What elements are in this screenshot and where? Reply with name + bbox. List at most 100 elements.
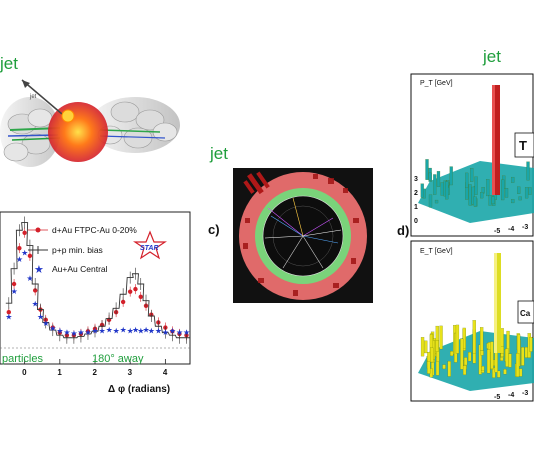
lego-bar — [515, 353, 520, 377]
auau-point: ★ — [143, 325, 150, 334]
x-tick-label: 3 — [128, 368, 133, 377]
top-tag-box — [514, 132, 534, 158]
jet-arrow: jet — [21, 79, 75, 123]
auau-point: ★ — [70, 329, 77, 338]
dau-point — [6, 309, 11, 315]
auau-point: ★ — [26, 274, 33, 283]
lego-bar — [460, 338, 464, 370]
lego-bar — [505, 348, 509, 367]
lego-bar — [462, 365, 467, 375]
panel-c-event-display: jet c) — [205, 140, 375, 305]
panel-label-c: c) — [208, 222, 220, 237]
dau-point — [138, 294, 143, 299]
legend-marker-auau: ★ — [34, 263, 44, 276]
lego-bottom-jet-tower — [494, 253, 501, 353]
star-logo: STAR — [133, 230, 167, 260]
auau-point: ★ — [169, 327, 176, 336]
bottom-xticks: -5 -4 -3 — [494, 390, 528, 401]
star-logo-text: STAR — [140, 245, 159, 252]
lego-bar — [447, 361, 451, 377]
lego-tick-label: 3 — [414, 176, 418, 183]
lego-bar — [435, 340, 439, 352]
jet-towers — [243, 171, 270, 195]
dau-point — [120, 299, 126, 305]
lego-bar — [449, 166, 453, 186]
lego-bar — [472, 320, 476, 354]
x-tick-label: 0 — [22, 368, 27, 377]
lego-bar — [488, 195, 492, 206]
panel-label-d: d) — [397, 223, 410, 238]
annot-away: 180° away — [92, 353, 144, 365]
lego-bar — [481, 366, 485, 371]
auau-point: ★ — [99, 327, 106, 336]
lego-bar — [473, 196, 477, 207]
lego-bar — [440, 182, 444, 196]
lego-bottom-frame: E_T [GeV] Ca -5 -4 -3 — [410, 240, 534, 402]
lego-top-jet-tower — [492, 85, 500, 195]
dau-point — [17, 245, 22, 251]
xtick-layer: 0 1 2 3 4 — [22, 359, 168, 377]
lego-bar — [430, 347, 434, 363]
lego-bar — [445, 181, 449, 200]
lego-bar — [427, 352, 431, 362]
collision-drawing: jet — [0, 79, 180, 167]
lego-tick-label: -3 — [522, 390, 528, 397]
lego-bar — [436, 171, 441, 187]
x-tick-label: 4 — [163, 368, 168, 377]
lego-top-bars — [420, 159, 532, 208]
lego-bar — [529, 336, 533, 352]
lego-tick-label: 0 — [414, 218, 418, 225]
lego-bar — [471, 186, 475, 205]
lego-bar — [424, 340, 428, 354]
dau-point — [11, 281, 17, 287]
lego-tick-label: -5 — [494, 394, 500, 401]
legend-label-pp: p+p min. bias — [52, 245, 103, 255]
lego-bar — [504, 188, 509, 198]
lego-bar — [508, 353, 512, 368]
top-axis-label: P_T [GeV] — [420, 80, 453, 87]
lego-bar — [524, 187, 529, 199]
lego-bar — [486, 349, 491, 374]
legend: d+Au FTPC-Au 0-20% p+p min. bias ★ Au+Au… — [28, 225, 137, 276]
auau-point: ★ — [176, 328, 183, 337]
auau-point: ★ — [32, 300, 39, 309]
top-tag: T — [519, 138, 527, 153]
auau-point: ★ — [148, 327, 155, 336]
lego-bar — [442, 364, 446, 370]
auau-point: ★ — [77, 328, 84, 337]
lego-bar — [434, 199, 439, 204]
lego-bar — [474, 176, 478, 195]
lego-bar — [468, 184, 472, 206]
auau-point: ★ — [16, 255, 23, 264]
series-2: ★★★★★★★★★ ★ ★ ★ ★ ★ ★ ★ ★ ★ ★ ★★★★★ ★ ★ ★ ★ ★ — [5, 249, 190, 339]
auau-point: ★ — [137, 327, 144, 336]
auau-point: ★ — [127, 327, 134, 336]
jet-label-d: jet — [483, 47, 501, 66]
lego-bar — [427, 359, 431, 374]
lego-bar — [486, 179, 490, 197]
fireball — [48, 102, 108, 162]
lego-bar — [463, 357, 468, 366]
dau-point — [22, 230, 27, 235]
lego-bar — [518, 368, 523, 377]
jet-label-c: jet — [210, 144, 228, 163]
lego-bar — [480, 192, 484, 199]
lego-bar — [468, 352, 472, 362]
lego-bar — [433, 174, 437, 195]
lego-bar — [497, 370, 501, 378]
bottom-axis-label: E_T [GeV] — [420, 248, 453, 255]
lego-tick-label: -4 — [508, 392, 514, 399]
auau-point: ★ — [162, 328, 169, 337]
lego-bar — [455, 324, 460, 354]
jet-label-a: jet — [0, 54, 18, 73]
legend-label-auau: Au+Au Central — [52, 264, 108, 274]
x-axis-label: Δ φ (radians) — [108, 384, 170, 395]
lego-bar — [420, 337, 425, 357]
lego-bar — [480, 350, 484, 356]
lego-bar — [528, 187, 532, 195]
annot-particles: particles — [2, 353, 43, 365]
cal-blocks — [243, 174, 359, 296]
auau-point: ★ — [113, 327, 120, 336]
